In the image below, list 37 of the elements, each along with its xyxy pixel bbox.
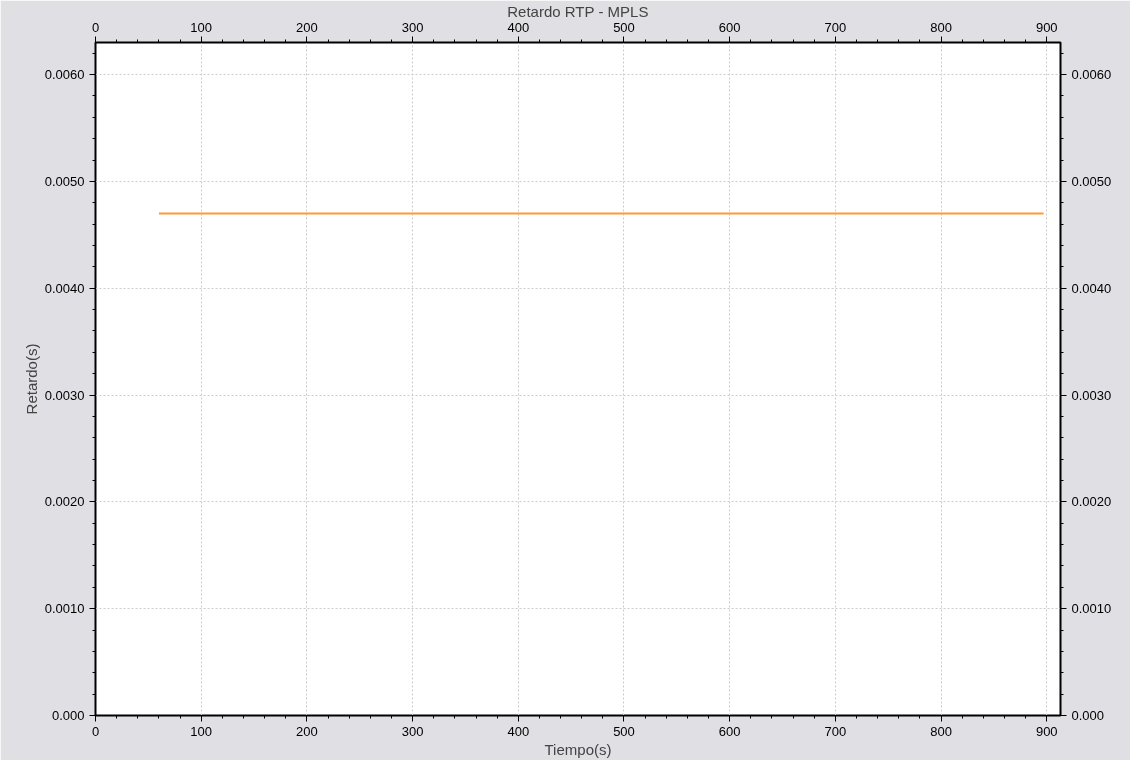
- x-tick-label: 300: [401, 723, 424, 739]
- x2-tick-label: 400: [507, 19, 530, 35]
- x-tick-label: 600: [718, 723, 741, 739]
- y2-tick-label: 0.0020: [1071, 494, 1112, 510]
- x2-tick-label: 300: [401, 19, 424, 35]
- y-tick-label: 0.0060: [44, 67, 85, 83]
- y2-tick-label: 0.0040: [1071, 280, 1112, 296]
- y2-tick-label: 0.0060: [1071, 67, 1112, 83]
- y-tick-label: 0.0040: [44, 280, 85, 296]
- x-tick-label: 800: [930, 723, 952, 739]
- y-tick-label: 0.0010: [44, 601, 85, 617]
- y-axis-title: Retardo(s): [22, 343, 40, 415]
- x2-tick-label: 800: [930, 19, 952, 35]
- x-axis-title: Tiempo(s): [544, 740, 612, 758]
- x2-tick-label: 100: [190, 19, 213, 35]
- y-tick-label: 0.0020: [44, 494, 85, 510]
- x-tick-label: 100: [190, 723, 213, 739]
- x-tick-label: 900: [1035, 723, 1058, 739]
- x-tick-label: 0: [91, 723, 100, 739]
- chart-title: Retardo RTP - MPLS: [507, 2, 649, 20]
- x2-tick-label: 0: [91, 19, 100, 35]
- y2-tick-label: 0.0010: [1071, 601, 1112, 617]
- x2-tick-label: 900: [1035, 19, 1058, 35]
- y-tick-label: 0.0030: [44, 387, 85, 403]
- y2-tick-label: 0.0050: [1071, 173, 1112, 189]
- x2-tick-label: 200: [296, 19, 318, 35]
- x2-tick-label: 500: [613, 19, 635, 35]
- y-tick-label: 0.000: [51, 708, 85, 723]
- x-tick-label: 700: [824, 723, 847, 739]
- y2-tick-label: 0.000: [1071, 708, 1105, 723]
- y2-tick-label: 0.0030: [1071, 387, 1112, 403]
- x2-tick-label: 600: [718, 19, 741, 35]
- x-tick-label: 500: [613, 723, 635, 739]
- y-tick-label: 0.0050: [44, 173, 85, 189]
- x-tick-label: 200: [296, 723, 318, 739]
- x-tick-label: 400: [507, 723, 530, 739]
- x2-tick-label: 700: [824, 19, 847, 35]
